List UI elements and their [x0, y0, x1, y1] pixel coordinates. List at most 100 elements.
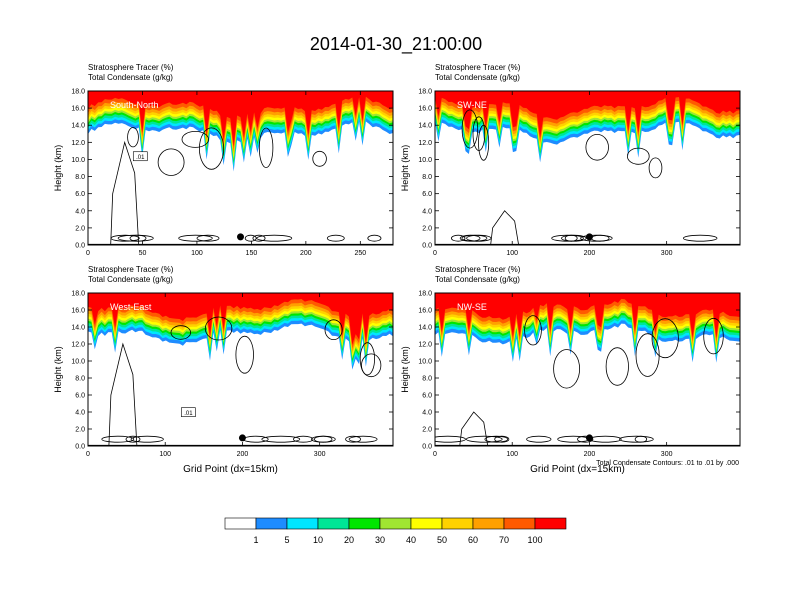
- cross-section-label: South-North: [110, 100, 159, 110]
- colorbar-swatch: [286, 517, 319, 530]
- y-tick-label: 14.0: [418, 325, 432, 332]
- x-tick-label: 0: [433, 250, 437, 257]
- colorbar-level-label: 40: [406, 535, 416, 545]
- condensate-contour: [557, 435, 590, 443]
- condensate-contour: [108, 342, 138, 446]
- y-tick-label: 8.0: [422, 174, 432, 181]
- contour-footnote: Total Condensate Contours: .01 to .01 by…: [596, 460, 739, 467]
- condensate-contour: [252, 234, 266, 242]
- y-tick-label: 12.0: [71, 140, 85, 147]
- y-tick-label: 18.0: [71, 291, 85, 298]
- plot-frame: [434, 90, 741, 246]
- condensate-contour: [451, 234, 466, 242]
- condensate-contour: [605, 347, 629, 386]
- condensate-contour: [244, 234, 257, 242]
- panel-3: 0.0 2.0 4.0 6.0 8.0 10.0 12.0 14.0 16.0 18.0 0 100 2…: [53, 265, 394, 475]
- x-tick-label: 200: [584, 451, 596, 458]
- condensate-contour: [590, 234, 610, 242]
- y-tick-label: 4.0: [75, 208, 85, 215]
- y-tick-label: 12.0: [418, 342, 432, 349]
- y-tick-label: 4.0: [422, 410, 432, 417]
- condensate-contour: [198, 127, 224, 170]
- condensate-contour: [553, 349, 580, 389]
- colorbar-swatch: [224, 517, 257, 530]
- condensate-contour: [635, 333, 660, 377]
- condensate-contour: [348, 435, 378, 443]
- x-tick-label: 100: [506, 250, 518, 257]
- y-tick-label: 16.0: [418, 106, 432, 113]
- location-marker: [585, 434, 593, 442]
- plot-frame: [434, 292, 741, 447]
- panels: 0.0 2.0 4.0 6.0 8.0 10.0 12.0 14.0 16.0 18.0 0 50 10…: [53, 63, 741, 475]
- condensate-contour: [196, 234, 220, 242]
- condensate-contour: [258, 127, 274, 168]
- y-axis-label: Height (km): [400, 346, 410, 393]
- plot-frame: [87, 292, 394, 447]
- colorbar-level-label: 60: [468, 535, 478, 545]
- x-tick-label: 250: [354, 250, 366, 257]
- colorbar-level-label: 20: [344, 535, 354, 545]
- colorbar-swatch: [379, 517, 412, 530]
- panel-title-line1: Stratosphere Tracer (%): [435, 265, 521, 274]
- colorbar-level-label: 5: [284, 535, 289, 545]
- condensate-contour: [361, 353, 382, 378]
- y-tick-label: 16.0: [71, 308, 85, 315]
- condensate-contour: [345, 435, 362, 443]
- panel-title-line2: Total Condensate (g/kg): [435, 275, 520, 284]
- condensate-contour: [461, 109, 479, 149]
- panel-title-line1: Stratosphere Tracer (%): [88, 63, 174, 72]
- panel-4: 0.0 2.0 4.0 6.0 8.0 10.0 12.0 14.0 16.0 18.0 0 100 2…: [400, 265, 741, 475]
- x-axis-label: Grid Point (dx=15km): [530, 464, 625, 475]
- condensate-contour: [367, 234, 382, 242]
- colorbar-swatch: [255, 517, 288, 530]
- y-tick-label: 2.0: [75, 427, 85, 434]
- condensate-contour: [324, 319, 343, 341]
- condensate-contour: [465, 435, 503, 443]
- condensate-contour: [117, 234, 154, 242]
- colorbar-swatch: [410, 517, 443, 530]
- condensate-contour: [459, 411, 489, 446]
- y-axis-label: Height (km): [400, 145, 410, 192]
- location-marker: [237, 233, 244, 241]
- colorbar-level-label: 70: [499, 535, 509, 545]
- y-tick-label: 0.0: [422, 444, 432, 451]
- y-tick-label: 0.0: [75, 243, 85, 250]
- condensate-contour: [170, 325, 192, 340]
- y-tick-label: 12.0: [71, 342, 85, 349]
- condensate-contour: [204, 316, 233, 341]
- cross-section-label: SW-NE: [457, 100, 487, 110]
- y-tick-label: 14.0: [71, 325, 85, 332]
- x-tick-label: 100: [159, 451, 171, 458]
- x-tick-label: 0: [86, 250, 90, 257]
- y-tick-label: 16.0: [418, 308, 432, 315]
- condensate-contour: [101, 435, 135, 443]
- tracer-band-10: [435, 293, 740, 339]
- condensate-contour: [634, 435, 648, 443]
- tracer-band-10: [435, 91, 740, 138]
- location-marker: [238, 434, 246, 442]
- tracer-band-10: [88, 91, 393, 147]
- condensate-contour: [490, 210, 520, 245]
- condensate-contour: [683, 234, 718, 242]
- y-tick-label: 4.0: [422, 208, 432, 215]
- plot-area: [88, 91, 393, 245]
- y-tick-label: 18.0: [71, 89, 85, 96]
- condensate-contour: [619, 435, 654, 443]
- y-tick-label: 10.0: [418, 359, 432, 366]
- panel-title-line1: Stratosphere Tracer (%): [88, 265, 174, 274]
- y-tick-label: 10.0: [418, 157, 432, 164]
- y-axis-label: Height (km): [53, 145, 63, 192]
- colorbar-swatch: [472, 517, 505, 530]
- x-tick-label: 100: [506, 451, 518, 458]
- condensate-contour: [178, 234, 213, 242]
- condensate-contour: [130, 435, 164, 443]
- y-tick-label: 8.0: [75, 174, 85, 181]
- y-tick-label: 0.0: [422, 243, 432, 250]
- condensate-contour: [293, 435, 314, 443]
- condensate-contour: [526, 435, 552, 443]
- plot-frame: [87, 90, 394, 246]
- y-tick-label: 6.0: [75, 393, 85, 400]
- y-tick-label: 6.0: [422, 393, 432, 400]
- cross-section-label: NW-SE: [457, 302, 487, 312]
- condensate-contour: [312, 150, 327, 167]
